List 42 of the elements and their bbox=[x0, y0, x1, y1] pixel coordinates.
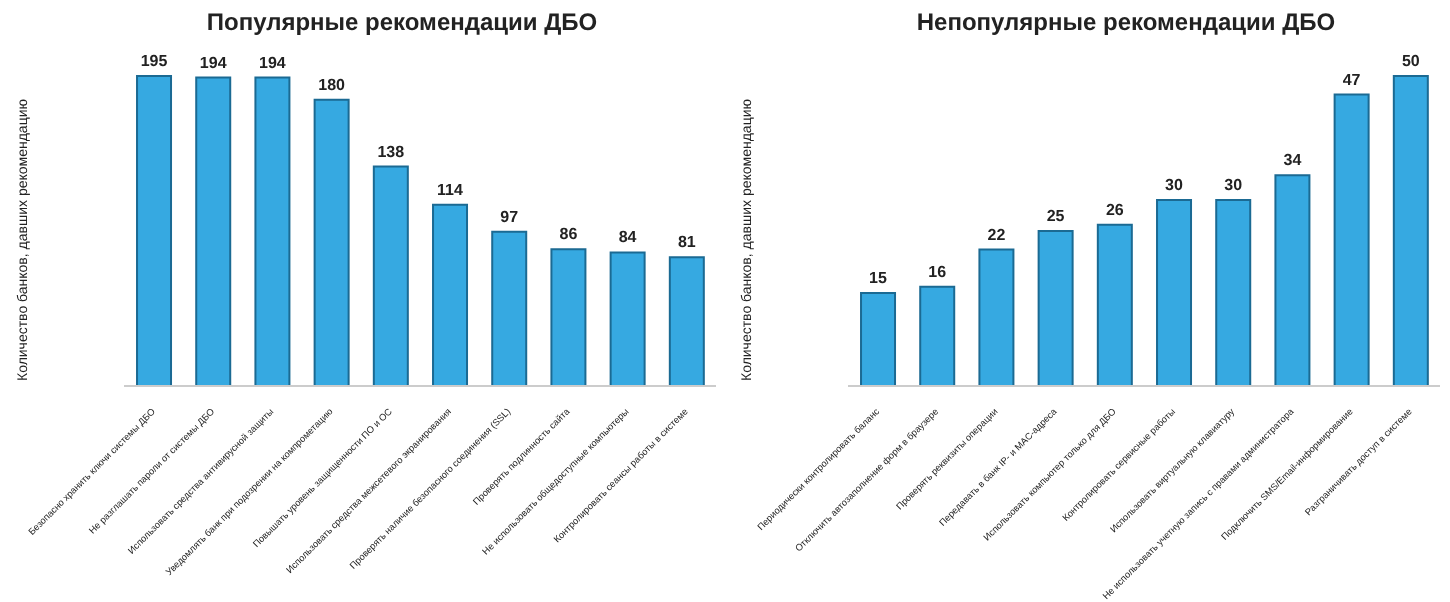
data-label: 22 bbox=[987, 225, 1007, 244]
bar bbox=[313, 98, 350, 387]
bar bbox=[432, 203, 469, 387]
bar bbox=[609, 251, 646, 387]
data-label: 86 bbox=[559, 225, 579, 244]
bar bbox=[1333, 93, 1370, 387]
data-label: 25 bbox=[1046, 207, 1066, 225]
bar bbox=[254, 76, 291, 387]
bar bbox=[372, 165, 409, 387]
data-label: 180 bbox=[318, 75, 347, 94]
data-label: 84 bbox=[618, 228, 638, 247]
bar bbox=[1215, 199, 1252, 387]
bar bbox=[136, 75, 173, 387]
bar bbox=[550, 248, 587, 387]
bar bbox=[668, 256, 705, 387]
bar bbox=[1392, 75, 1429, 387]
bar bbox=[195, 76, 232, 387]
bar bbox=[491, 230, 528, 387]
data-label: 138 bbox=[377, 142, 406, 161]
bar bbox=[919, 285, 956, 387]
data-label: 195 bbox=[140, 52, 169, 70]
bar bbox=[1096, 223, 1133, 387]
bar bbox=[1274, 174, 1311, 387]
data-label: 34 bbox=[1283, 151, 1303, 170]
data-label: 114 bbox=[437, 180, 465, 199]
bar bbox=[1156, 199, 1193, 387]
data-label: 15 bbox=[869, 269, 889, 287]
data-label: 194 bbox=[259, 53, 287, 72]
data-label: 194 bbox=[199, 53, 228, 72]
data-label: 97 bbox=[500, 207, 520, 226]
bar bbox=[978, 248, 1015, 387]
data-label: 26 bbox=[1105, 200, 1125, 219]
data-label: 50 bbox=[1401, 52, 1421, 70]
chart-title: Популярные рекомендации ДБО bbox=[204, 8, 600, 36]
data-label: 30 bbox=[1165, 176, 1185, 194]
bar bbox=[860, 292, 897, 387]
data-label: 81 bbox=[677, 233, 697, 252]
bar bbox=[1037, 230, 1074, 387]
chart-title: Непопулярные рекомендации ДБО bbox=[914, 8, 1338, 36]
data-label: 16 bbox=[928, 262, 948, 281]
data-label: 47 bbox=[1342, 70, 1362, 89]
data-label: 30 bbox=[1224, 176, 1244, 194]
